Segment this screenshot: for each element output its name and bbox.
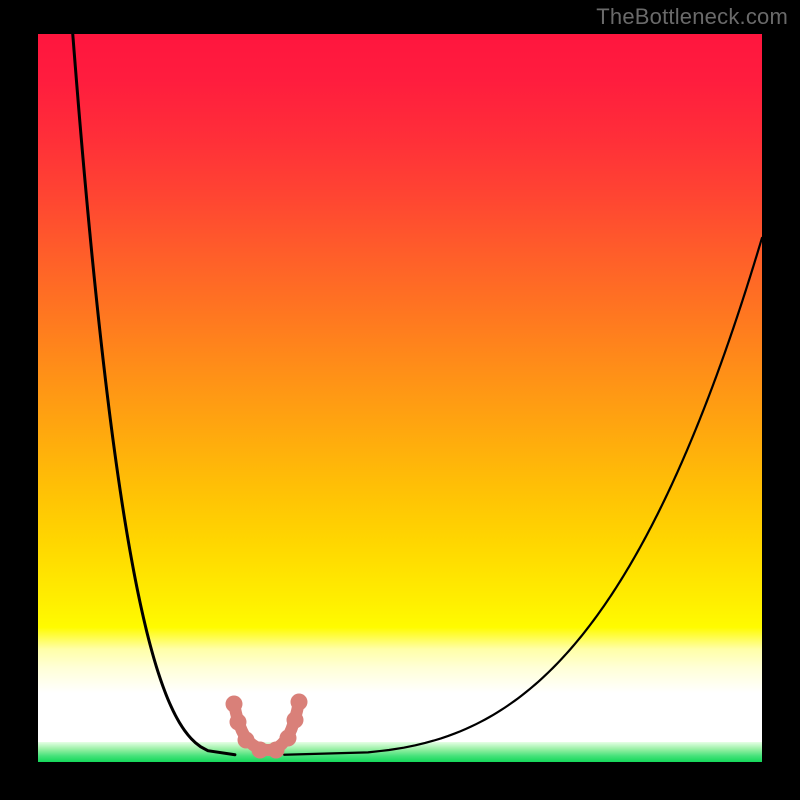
trough-marker-dot xyxy=(226,696,243,713)
attribution-text: TheBottleneck.com xyxy=(596,4,788,30)
plot-background xyxy=(38,34,762,762)
green-band xyxy=(38,742,762,762)
trough-marker-dot xyxy=(230,714,247,731)
trough-marker-dot xyxy=(252,742,269,759)
trough-marker-dot xyxy=(268,742,285,759)
trough-marker-dot xyxy=(287,712,304,729)
trough-marker-dot xyxy=(291,694,308,711)
figure-root: TheBottleneck.com xyxy=(0,0,800,800)
trough-marker-dot xyxy=(238,732,255,749)
trough-marker-dot xyxy=(280,730,297,747)
figure-svg xyxy=(0,0,800,800)
